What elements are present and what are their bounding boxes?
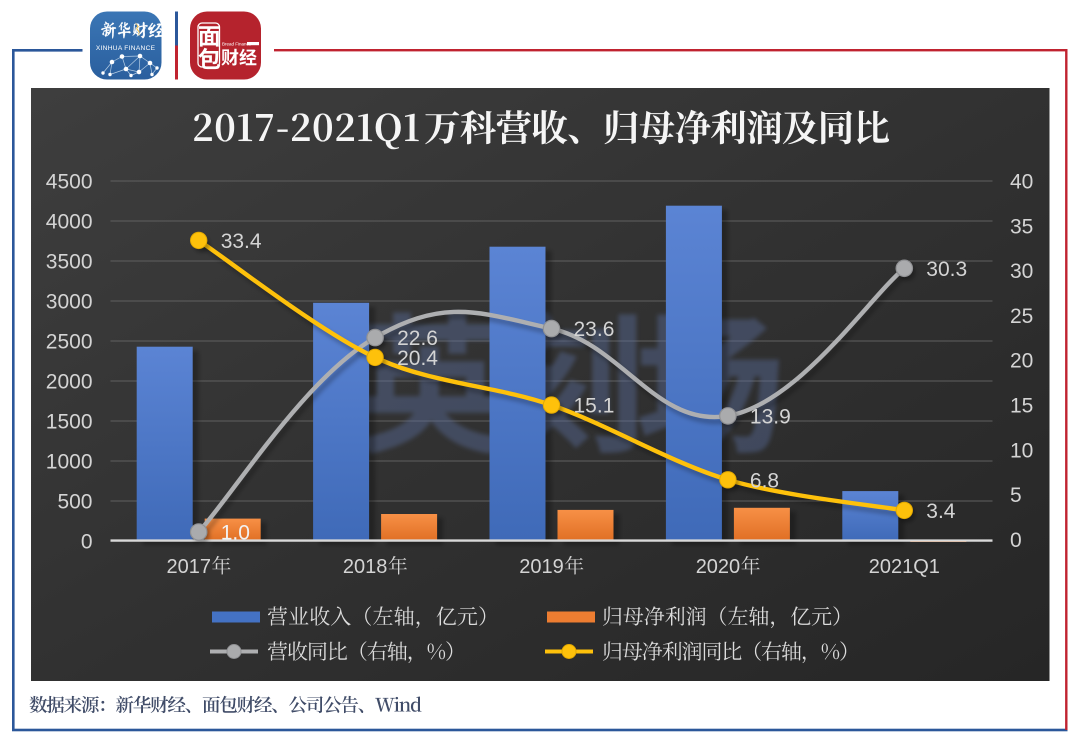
svg-text:33.4: 33.4 [221,230,262,253]
svg-text:3.4: 3.4 [926,500,956,523]
svg-text:2021Q1: 2021Q1 [869,556,940,578]
svg-text:2020: 2020 [696,556,741,578]
svg-text:1.0: 1.0 [221,522,250,545]
svg-text:4000: 4000 [46,211,93,234]
svg-text:15: 15 [1010,395,1033,418]
svg-text:22.6: 22.6 [397,327,438,350]
svg-text:Bread Finance: Bread Finance [222,42,252,47]
svg-text:10: 10 [1010,439,1033,462]
svg-text:25: 25 [1010,305,1033,328]
svg-text:2017: 2017 [167,556,212,578]
svg-text:5: 5 [1010,484,1022,507]
svg-text:0: 0 [1010,529,1022,552]
svg-text:30.3: 30.3 [926,258,967,281]
svg-text:35: 35 [1010,215,1033,238]
svg-text:4500: 4500 [46,171,93,194]
svg-text:3500: 3500 [46,251,93,274]
svg-text:0: 0 [81,531,93,554]
svg-text:3000: 3000 [46,291,93,314]
svg-text:2018: 2018 [343,556,388,578]
svg-text:20.4: 20.4 [397,347,438,370]
svg-text:23.6: 23.6 [574,318,615,341]
svg-text:20: 20 [1010,350,1033,373]
svg-text:13.9: 13.9 [750,405,791,428]
svg-text:40: 40 [1010,171,1033,194]
svg-text:1000: 1000 [46,451,93,474]
svg-text:1500: 1500 [46,411,93,434]
svg-text:15.1: 15.1 [574,395,615,418]
svg-text:500: 500 [57,491,92,514]
svg-text:XINHUA FINANCE: XINHUA FINANCE [96,45,156,52]
svg-text:30: 30 [1010,260,1033,283]
svg-text:2000: 2000 [46,371,93,394]
svg-text:2500: 2500 [46,331,93,354]
svg-text:2019: 2019 [519,556,564,578]
svg-text:6.8: 6.8 [750,469,779,492]
